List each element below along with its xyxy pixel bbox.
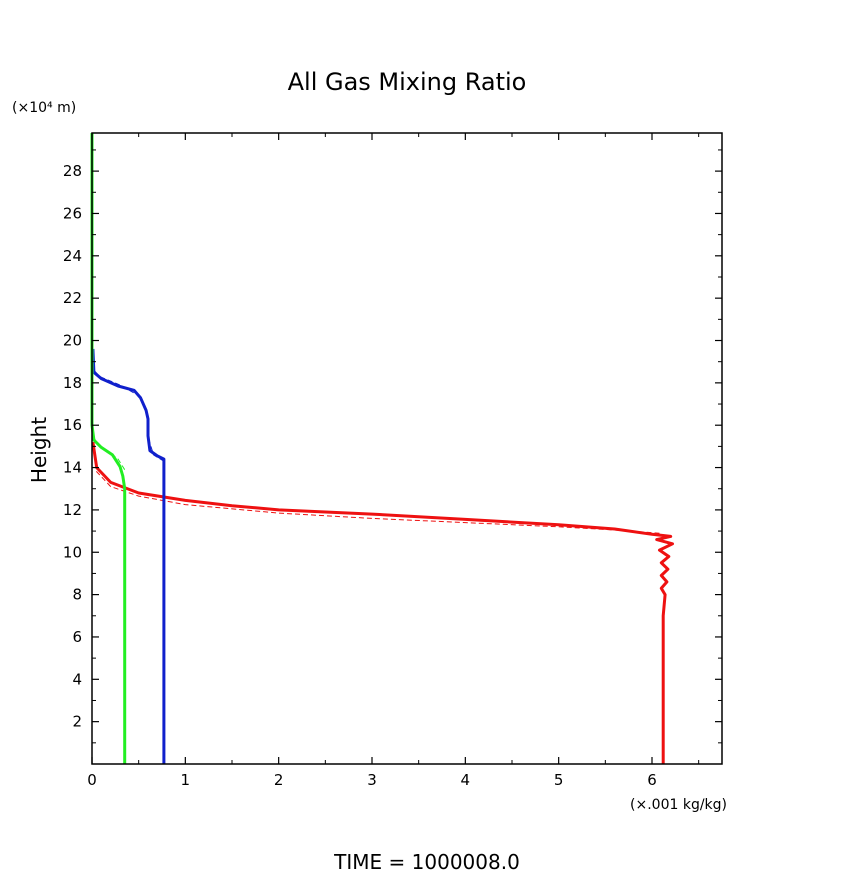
x-unit-label: (×.001 kg/kg) <box>630 797 727 813</box>
x-tick-label: 5 <box>554 771 564 789</box>
x-tick-label: 2 <box>274 771 284 789</box>
x-tick-label: 3 <box>367 771 377 789</box>
y-tick-label: 16 <box>63 416 82 434</box>
y-tick-label: 14 <box>63 459 82 477</box>
x-tick-label: 6 <box>647 771 657 789</box>
series-line-6-dashed <box>92 435 126 470</box>
axis-ticks <box>91 133 722 764</box>
y-tick-label: 22 <box>63 289 82 307</box>
y-tick-label: 28 <box>63 162 82 180</box>
plot-frame <box>91 132 723 765</box>
series-line-3 <box>91 348 166 764</box>
x-tick-label: 4 <box>461 771 471 789</box>
chart-title: All Gas Mixing Ratio <box>288 68 527 96</box>
y-tick-label: 20 <box>63 332 82 350</box>
y-tick-label: 10 <box>63 543 82 561</box>
series-line-4-dashed <box>93 369 165 462</box>
x-tick-label: 1 <box>181 771 191 789</box>
y-unit-label: (×10⁴ m) <box>12 100 76 116</box>
series-line-5 <box>90 133 127 764</box>
time-footer: TIME = 1000008.0 <box>333 850 520 874</box>
series-line-1 <box>91 441 674 764</box>
y-tick-label: 4 <box>72 670 82 688</box>
y-tick-label: 8 <box>72 586 82 604</box>
y-axis-label: Height <box>27 417 51 483</box>
y-tick-label: 18 <box>63 374 82 392</box>
series-layer <box>90 133 674 764</box>
y-tick-label: 2 <box>72 713 82 731</box>
x-tick-label: 0 <box>87 771 97 789</box>
y-tick-label: 12 <box>63 501 82 519</box>
y-tick-label: 26 <box>63 204 82 222</box>
y-tick-label: 24 <box>63 247 82 265</box>
series-line-2-dashed <box>94 469 660 534</box>
y-tick-label: 6 <box>72 628 82 646</box>
